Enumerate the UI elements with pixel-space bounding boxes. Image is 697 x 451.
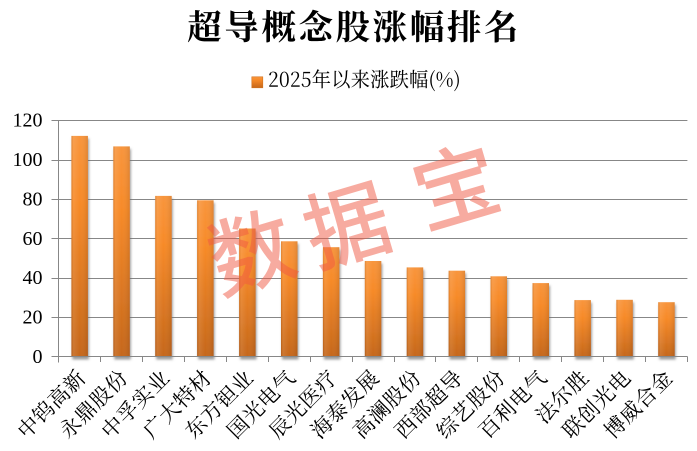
svg-text:40: 40 [23,267,43,289]
svg-text:0: 0 [33,346,43,368]
svg-text:80: 80 [23,188,43,210]
svg-text:120: 120 [13,110,43,132]
svg-text:100: 100 [13,149,43,171]
svg-text:20: 20 [23,307,43,329]
svg-text:60: 60 [23,228,43,250]
